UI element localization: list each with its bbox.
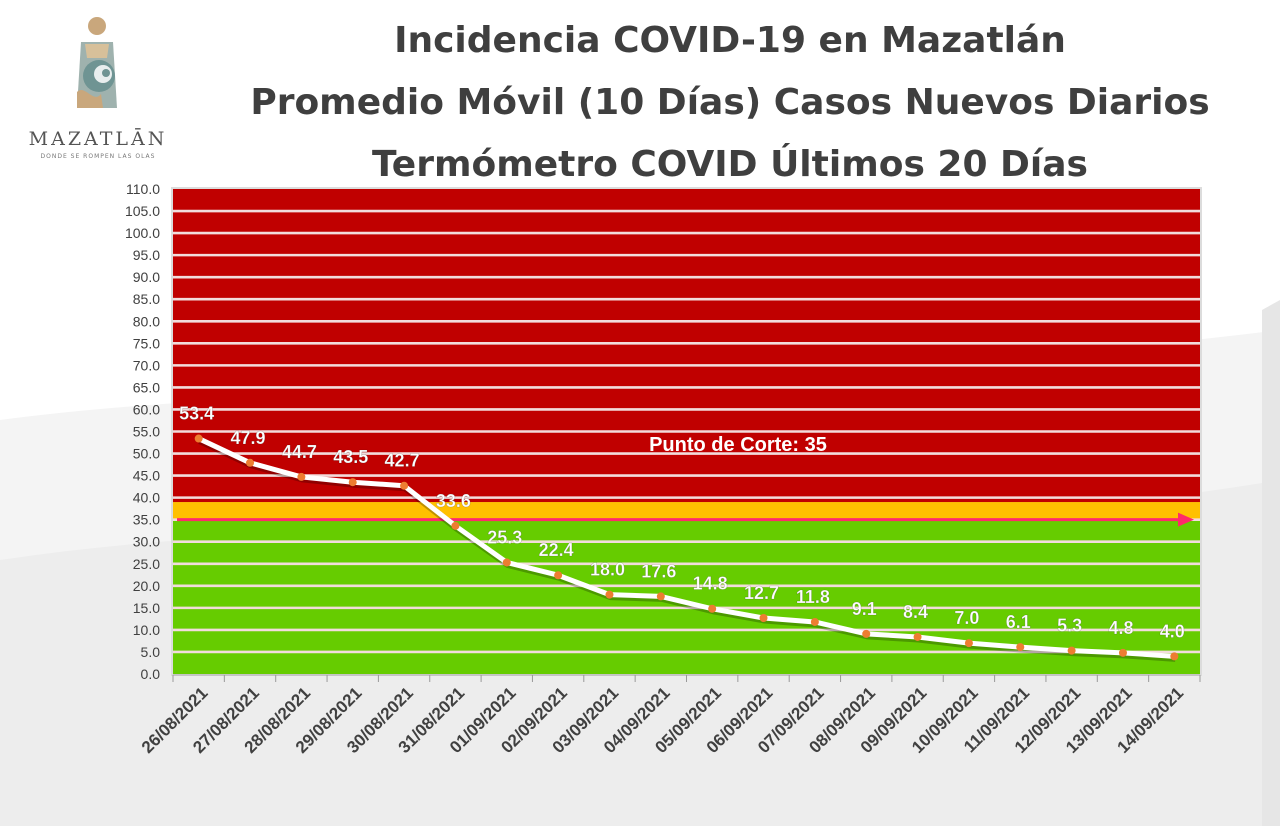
data-point — [913, 632, 922, 641]
data-label: 44.7 — [282, 442, 317, 462]
data-label: 9.1 — [852, 599, 877, 619]
threshold-label: Punto de Corte: 35 — [649, 434, 827, 456]
y-tick-label: 100.0 — [125, 225, 160, 241]
data-point — [862, 629, 871, 638]
data-point — [810, 617, 819, 626]
y-tick-label: 65.0 — [133, 379, 160, 395]
data-label: 43.5 — [333, 447, 368, 467]
y-tick-label: 5.0 — [141, 644, 161, 660]
data-point — [1067, 646, 1076, 655]
y-tick-label: 60.0 — [133, 401, 160, 417]
title-line-3: Termómetro COVID Últimos 20 Días — [372, 144, 1088, 185]
zone-yellow — [173, 502, 1200, 520]
data-label: 33.6 — [436, 491, 471, 511]
y-tick-label: 95.0 — [133, 247, 160, 263]
y-tick-label: 85.0 — [133, 291, 160, 307]
y-tick-label: 70.0 — [133, 357, 160, 373]
data-point — [605, 590, 614, 599]
series-line — [197, 436, 1175, 659]
data-label: 42.7 — [385, 451, 420, 471]
data-label: 12.7 — [744, 583, 779, 603]
data-label: 47.9 — [231, 428, 266, 448]
data-point — [759, 614, 768, 623]
data-point — [1118, 648, 1127, 657]
threshold-arrowhead — [1178, 512, 1194, 527]
data-label: 53.4 — [179, 404, 214, 424]
data-label: 6.1 — [1006, 612, 1031, 632]
data-point — [246, 458, 255, 467]
data-label: 17.6 — [641, 561, 676, 581]
title-line-2: Promedio Móvil (10 Días) Casos Nuevos Di… — [250, 82, 1210, 123]
y-tick-label: 50.0 — [133, 446, 160, 462]
data-point — [348, 478, 357, 487]
mazatlan-logo: MAZATLĀN DONDE SE ROMPEN LAS OLAS — [18, 14, 178, 174]
data-label: 4.8 — [1108, 618, 1133, 638]
y-tick-label: 35.0 — [133, 512, 160, 528]
data-point — [502, 558, 511, 567]
chart-titles: Incidencia COVID-19 en Mazatlán Promedio… — [180, 10, 1280, 196]
y-tick-label: 105.0 — [125, 203, 160, 219]
y-tick-label: 75.0 — [133, 335, 160, 351]
y-tick-label: 30.0 — [133, 534, 160, 550]
logo-tagline: DONDE SE ROMPEN LAS OLAS — [40, 153, 156, 160]
data-point — [400, 481, 409, 490]
data-point — [708, 604, 717, 613]
data-point — [1170, 652, 1179, 661]
y-tick-label: 40.0 — [133, 490, 160, 506]
mazatlan-emblem-icon — [77, 17, 117, 108]
data-label: 11.8 — [796, 587, 830, 607]
data-point — [297, 472, 306, 481]
data-point — [194, 434, 203, 443]
data-point — [554, 571, 563, 580]
data-label: 14.8 — [693, 574, 728, 594]
y-tick-label: 45.0 — [133, 468, 160, 484]
y-tick-label: 90.0 — [133, 269, 160, 285]
y-tick-label: 20.0 — [133, 578, 160, 594]
data-label: 18.0 — [590, 560, 625, 580]
y-tick-label: 15.0 — [133, 600, 160, 616]
data-point — [451, 521, 460, 530]
y-tick-label: 55.0 — [133, 424, 160, 440]
y-tick-label: 0.0 — [141, 666, 161, 682]
y-tick-label: 25.0 — [133, 556, 160, 572]
data-label: 5.3 — [1057, 616, 1082, 636]
y-tick-label: 80.0 — [133, 313, 160, 329]
title-line-1: Incidencia COVID-19 en Mazatlán — [394, 20, 1066, 61]
data-point — [656, 592, 665, 601]
y-tick-label: 110.0 — [126, 181, 160, 197]
zone-red — [173, 189, 1200, 503]
data-label: 22.4 — [539, 540, 574, 560]
data-label: 8.4 — [903, 602, 928, 622]
logo-wordmark: MAZATLĀN — [28, 128, 168, 150]
y-tick-label: 10.0 — [133, 622, 160, 638]
data-point — [964, 639, 973, 648]
data-point — [1016, 643, 1025, 652]
data-label: 25.3 — [487, 527, 522, 547]
data-label: 7.0 — [954, 608, 979, 628]
data-label: 4.0 — [1160, 621, 1185, 641]
